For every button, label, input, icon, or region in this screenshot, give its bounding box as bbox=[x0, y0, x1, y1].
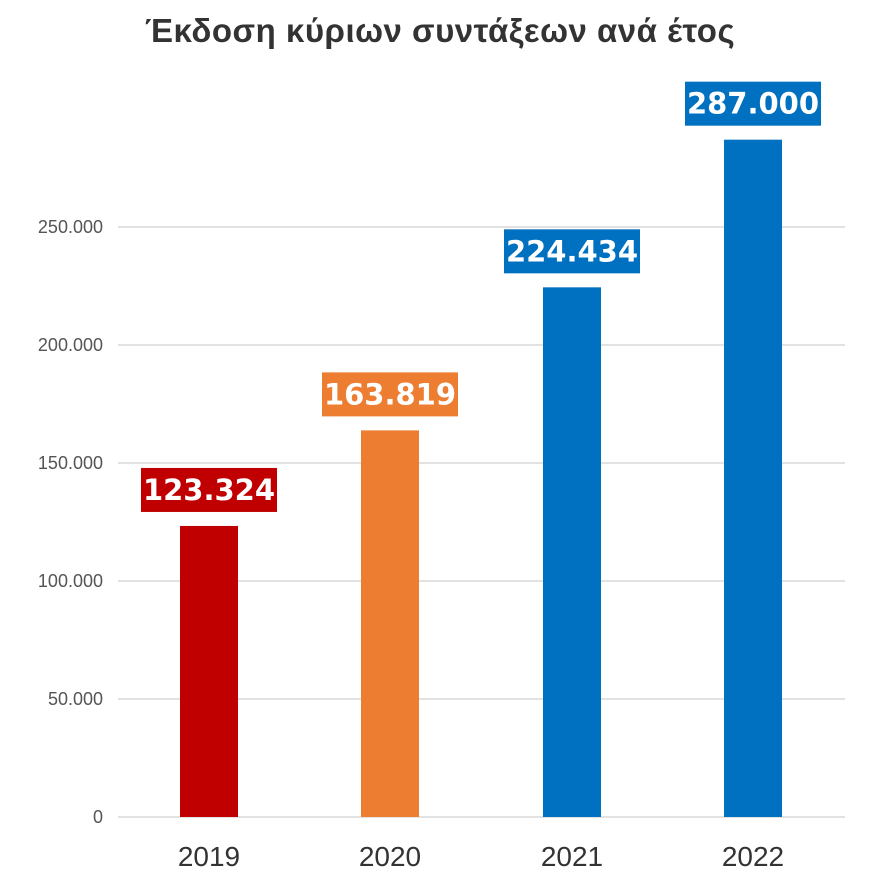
data-label-box bbox=[685, 81, 821, 126]
y-tick-label: 250.000 bbox=[38, 217, 103, 237]
x-tick-label: 2021 bbox=[541, 841, 603, 872]
data-label-box bbox=[322, 372, 458, 417]
x-tick-label: 2019 bbox=[178, 841, 240, 872]
y-tick-label: 0 bbox=[93, 807, 103, 827]
data-label: 287.000 bbox=[687, 87, 819, 121]
y-tick-label: 200.000 bbox=[38, 335, 103, 355]
data-label: 224.434 bbox=[506, 234, 638, 268]
data-label-box bbox=[504, 229, 640, 274]
data-label: 123.324 bbox=[143, 473, 275, 507]
y-tick-label: 150.000 bbox=[38, 453, 103, 473]
chart-title: Έκδοση κύριων συντάξεων ανά έτος bbox=[144, 12, 736, 49]
bar bbox=[543, 287, 601, 817]
y-tick-label: 50.000 bbox=[48, 689, 103, 709]
bar bbox=[361, 430, 419, 817]
bar bbox=[180, 525, 238, 817]
data-label-box bbox=[141, 467, 277, 512]
x-tick-label: 2020 bbox=[359, 841, 421, 872]
bar bbox=[724, 139, 782, 817]
y-tick-label: 100.000 bbox=[38, 571, 103, 591]
data-label: 163.819 bbox=[324, 377, 456, 411]
x-tick-label: 2022 bbox=[722, 841, 784, 872]
